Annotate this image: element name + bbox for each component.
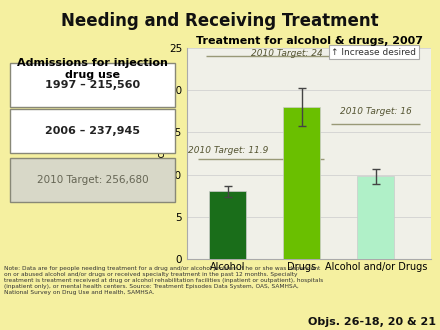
Title: Treatment for alcohol & drugs, 2007: Treatment for alcohol & drugs, 2007 [196, 36, 422, 46]
Bar [283, 107, 320, 259]
Text: Admissions for injection
drug use: Admissions for injection drug use [17, 58, 168, 80]
Text: Note: Data are for people needing treatment for a drug and/or alcohol problem if: Note: Data are for people needing treatm… [4, 266, 324, 295]
FancyBboxPatch shape [10, 158, 175, 202]
Text: 2010 Target: 24: 2010 Target: 24 [251, 49, 323, 58]
FancyBboxPatch shape [10, 63, 175, 107]
Bar [209, 191, 246, 259]
Text: 2010 Target: 256,680: 2010 Target: 256,680 [37, 175, 148, 185]
FancyBboxPatch shape [10, 109, 175, 153]
Text: Objs. 26-18, 20 & 21: Objs. 26-18, 20 & 21 [308, 317, 436, 327]
Text: 2010 Target: 16: 2010 Target: 16 [340, 107, 411, 116]
Text: 1997 – 215,560: 1997 – 215,560 [45, 80, 140, 90]
Y-axis label: Percent: Percent [156, 134, 166, 173]
Text: 2006 – 237,945: 2006 – 237,945 [45, 126, 140, 136]
Text: 2010 Target: 11.9: 2010 Target: 11.9 [187, 147, 268, 155]
Text: Needing and Receiving Treatment: Needing and Receiving Treatment [61, 12, 379, 30]
Bar [357, 176, 394, 259]
Text: ↑ Increase desired: ↑ Increase desired [331, 48, 416, 56]
